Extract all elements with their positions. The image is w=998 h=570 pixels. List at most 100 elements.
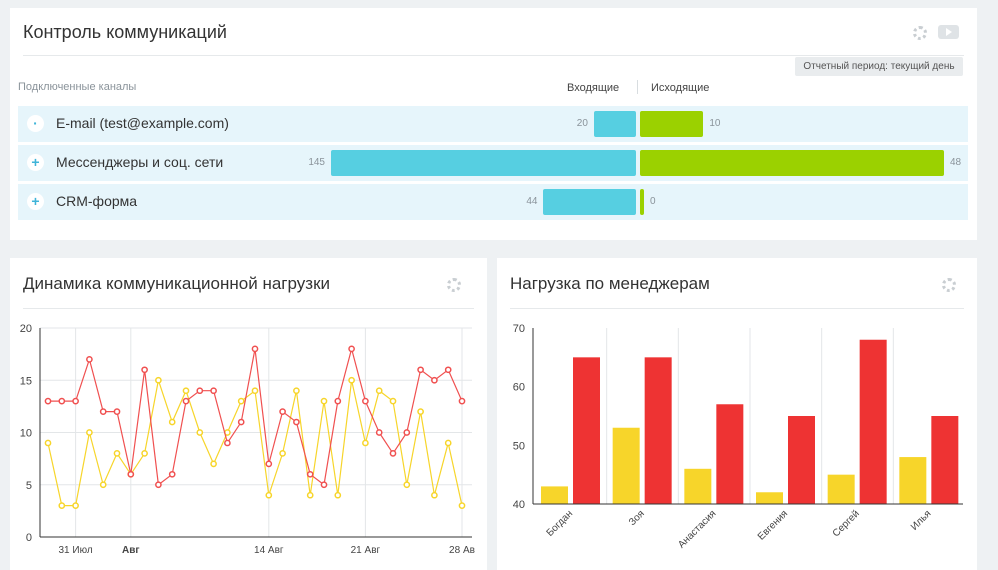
data-point: [196, 429, 204, 436]
data-point: [320, 397, 328, 405]
bar: [788, 416, 815, 504]
communications-panel: Контроль коммуникаций Отчетный период: т…: [10, 8, 977, 240]
bar: [684, 468, 712, 504]
outgoing-value: 0: [650, 196, 656, 207]
divider: [23, 55, 964, 56]
outgoing-value: 10: [709, 118, 721, 129]
data-point: [320, 481, 328, 489]
data-point: [334, 491, 342, 499]
channel-name: E-mail (test@example.com): [56, 115, 229, 131]
data-point: [293, 418, 300, 426]
x-tick-label: 14 Авг: [254, 545, 284, 556]
video-icon[interactable]: [938, 25, 959, 39]
bar: [756, 492, 783, 504]
expand-icon[interactable]: ·: [27, 115, 44, 132]
data-point: [44, 439, 52, 447]
divider: [510, 308, 964, 309]
data-point: [182, 397, 190, 405]
bar: [573, 357, 600, 504]
y-tick-label: 0: [26, 532, 32, 544]
data-point: [458, 397, 466, 405]
incoming-bar: [543, 189, 636, 215]
panel-title: Контроль коммуникаций: [23, 22, 227, 42]
incoming-bar: [331, 150, 636, 176]
data-point: [224, 439, 231, 447]
data-point: [141, 366, 148, 374]
data-point: [196, 387, 204, 395]
data-point: [431, 376, 438, 384]
data-point: [417, 408, 424, 415]
data-point: [237, 397, 245, 405]
channel-row[interactable]: · E-mail (test@example.com) 20 10: [18, 106, 968, 142]
data-point: [210, 460, 217, 468]
data-point: [389, 397, 397, 405]
data-point: [444, 439, 452, 447]
bar: [931, 416, 959, 504]
outgoing-bar: [640, 189, 644, 215]
data-point: [237, 418, 245, 426]
outgoing-value: 48: [950, 157, 962, 168]
data-point: [265, 460, 273, 468]
bar: [827, 474, 855, 504]
y-tick-label: 20: [20, 323, 32, 335]
x-tick-label: 31 Июл: [58, 545, 92, 556]
bar: [612, 427, 640, 504]
x-tick-label: Илья: [909, 508, 934, 533]
incoming-value: 44: [526, 196, 538, 207]
x-tick-label: Зоя: [627, 508, 647, 528]
data-point: [182, 387, 190, 395]
data-point: [58, 502, 66, 509]
expand-icon[interactable]: +: [27, 193, 44, 210]
data-point: [403, 481, 411, 489]
outgoing-label: Исходящие: [651, 82, 710, 94]
outgoing-bar: [640, 111, 704, 137]
data-point: [72, 397, 79, 405]
data-point: [444, 366, 452, 374]
panel-title: Нагрузка по менеджерам: [510, 274, 710, 293]
data-point: [86, 356, 93, 363]
data-point: [306, 470, 314, 478]
data-point: [72, 502, 79, 509]
data-point: [403, 429, 411, 436]
data-point: [348, 345, 355, 353]
data-point: [375, 429, 383, 436]
bar: [899, 457, 927, 504]
x-tick-label: Анастасия: [676, 508, 718, 550]
data-point: [127, 470, 135, 478]
data-point: [99, 408, 107, 415]
data-point: [431, 491, 438, 499]
y-tick-label: 50: [513, 440, 525, 452]
data-point: [389, 450, 397, 457]
x-tick-label: 28 Ав: [449, 545, 475, 556]
incoming-value: 20: [576, 118, 588, 129]
bar: [716, 404, 744, 504]
gear-icon[interactable]: [913, 26, 927, 40]
data-point: [362, 439, 369, 447]
data-point: [168, 418, 176, 426]
divider: [637, 80, 638, 94]
channel-row[interactable]: + Мессенджеры и соц. сети 145 48: [18, 145, 968, 181]
gear-icon[interactable]: [942, 278, 956, 292]
line-chart: 0 5 10 15 20 31 Июл Авг 14 Авг 21 Авг 28 Ав: [20, 323, 475, 556]
data-point: [348, 376, 355, 384]
data-point: [458, 502, 466, 509]
y-tick-label: 70: [513, 323, 525, 335]
managers-panel: Нагрузка по менеджерам 40 50 60 70 Богдан Зоя…: [497, 258, 977, 570]
divider: [23, 308, 474, 309]
bar: [859, 339, 887, 504]
x-tick-label: Авг: [122, 545, 140, 556]
data-point: [210, 387, 217, 395]
channel-name: CRM-форма: [56, 193, 138, 209]
data-point: [251, 345, 259, 353]
period-button[interactable]: Отчетный период: текущий день: [795, 57, 963, 76]
bar: [644, 357, 672, 504]
expand-icon[interactable]: +: [27, 154, 44, 171]
channel-row[interactable]: + CRM-форма 44 0: [18, 184, 968, 220]
data-point: [155, 481, 162, 489]
data-point: [306, 491, 314, 499]
y-tick-label: 60: [513, 382, 525, 394]
x-tick-label: Сергей: [831, 508, 862, 539]
gear-icon[interactable]: [447, 278, 461, 292]
data-point: [113, 408, 121, 415]
bar: [541, 486, 568, 504]
